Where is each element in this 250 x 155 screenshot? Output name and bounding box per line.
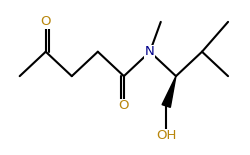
Text: O: O <box>118 100 128 113</box>
Text: O: O <box>40 15 51 28</box>
Text: OH: OH <box>156 129 176 142</box>
Text: N: N <box>144 45 154 58</box>
Polygon shape <box>162 76 175 107</box>
